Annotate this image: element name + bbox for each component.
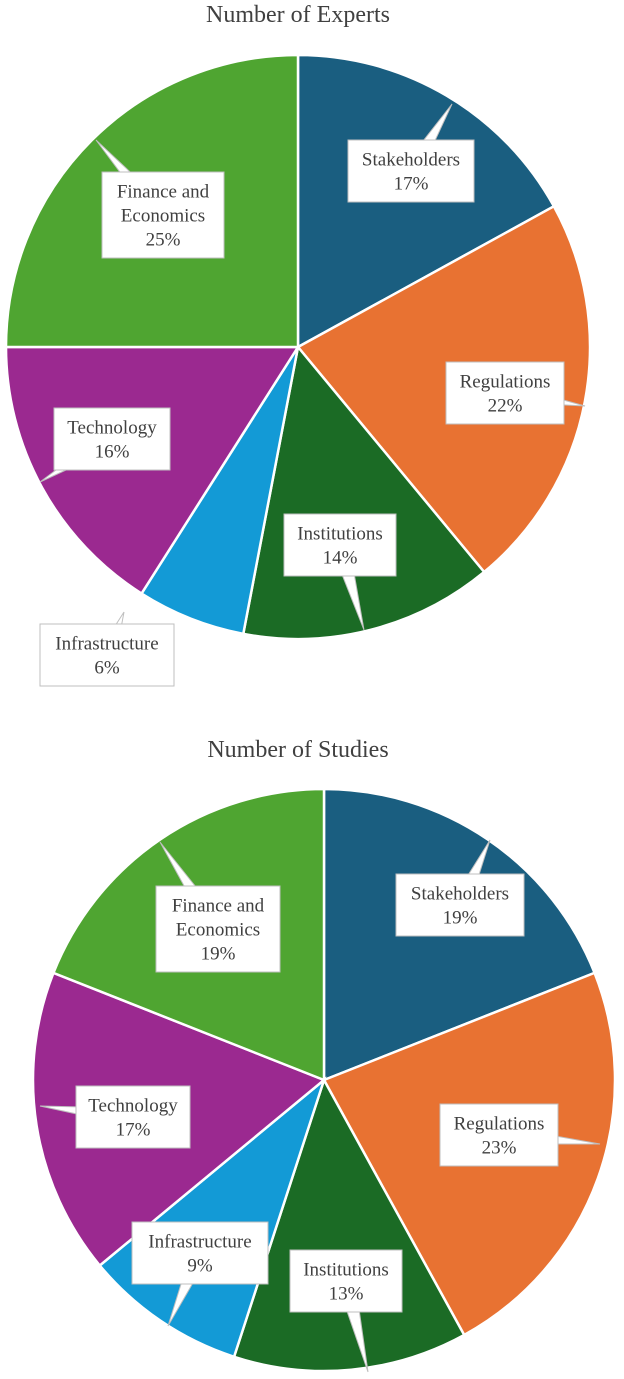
data-label-value: 25%	[146, 230, 181, 251]
data-label-category: Stakeholders	[362, 150, 460, 171]
data-label-category: Regulations	[460, 372, 551, 393]
pie-slice-infrastructure	[98, 1076, 327, 1359]
pie-chart-experts: Stakeholders 17% Regulations 22% Institution…	[4, 53, 592, 687]
data-label-category: Infrastructure	[55, 634, 158, 655]
data-label-category: Institutions	[297, 524, 383, 545]
data-label-stakeholders: Stakeholders 19%	[395, 839, 525, 937]
data-label-value: 19%	[443, 908, 478, 929]
pie-slice-regulations	[296, 204, 592, 574]
pie-chart-studies: Stakeholders 19% Regulations 23% Institution…	[31, 787, 617, 1373]
data-label-category: Economics	[176, 920, 260, 941]
data-label-technology: Technology 16%	[39, 407, 171, 483]
data-label-technology: Technology 17%	[39, 1085, 191, 1149]
data-label-value: 13%	[329, 1284, 364, 1305]
data-label-value: 6%	[94, 658, 120, 679]
data-label-category: Economics	[121, 206, 205, 227]
data-label-category: Stakeholders	[411, 884, 509, 905]
data-label-value: 16%	[95, 442, 130, 463]
data-label-value: 22%	[488, 396, 523, 417]
data-label-category: Infrastructure	[148, 1232, 251, 1253]
data-label-value: 14%	[323, 548, 358, 569]
data-label-category: Finance and	[172, 896, 265, 917]
chart-title-experts: Number of Experts	[206, 2, 390, 28]
data-label-value: 9%	[187, 1256, 213, 1277]
data-label-regulations: Regulations 23%	[439, 1103, 601, 1167]
data-label-finance-and-economics: Finance and Economics 25%	[95, 139, 225, 259]
data-label-category: Technology	[88, 1096, 178, 1117]
chart-title-studies: Number of Studies	[207, 737, 389, 763]
data-label-stakeholders: Stakeholders 17%	[347, 103, 475, 203]
data-label-infrastructure: Infrastructure 6%	[39, 611, 175, 687]
data-label-institutions: Institutions 13%	[289, 1249, 403, 1373]
data-label-category: Institutions	[303, 1260, 389, 1281]
data-label-regulations: Regulations 22%	[445, 361, 586, 425]
data-label-infrastructure: Infrastructure 9%	[131, 1221, 269, 1327]
data-label-category: Regulations	[454, 1114, 545, 1135]
data-label-finance-and-economics: Finance and Economics 19%	[155, 841, 281, 973]
data-label-value: 17%	[116, 1120, 151, 1141]
data-label-value: 23%	[482, 1138, 517, 1159]
data-label-institutions: Institutions 14%	[283, 513, 397, 631]
data-label-value: 17%	[394, 174, 429, 195]
data-label-value: 19%	[201, 944, 236, 965]
data-label-category: Finance and	[117, 182, 210, 203]
data-label-category: Technology	[67, 418, 157, 439]
